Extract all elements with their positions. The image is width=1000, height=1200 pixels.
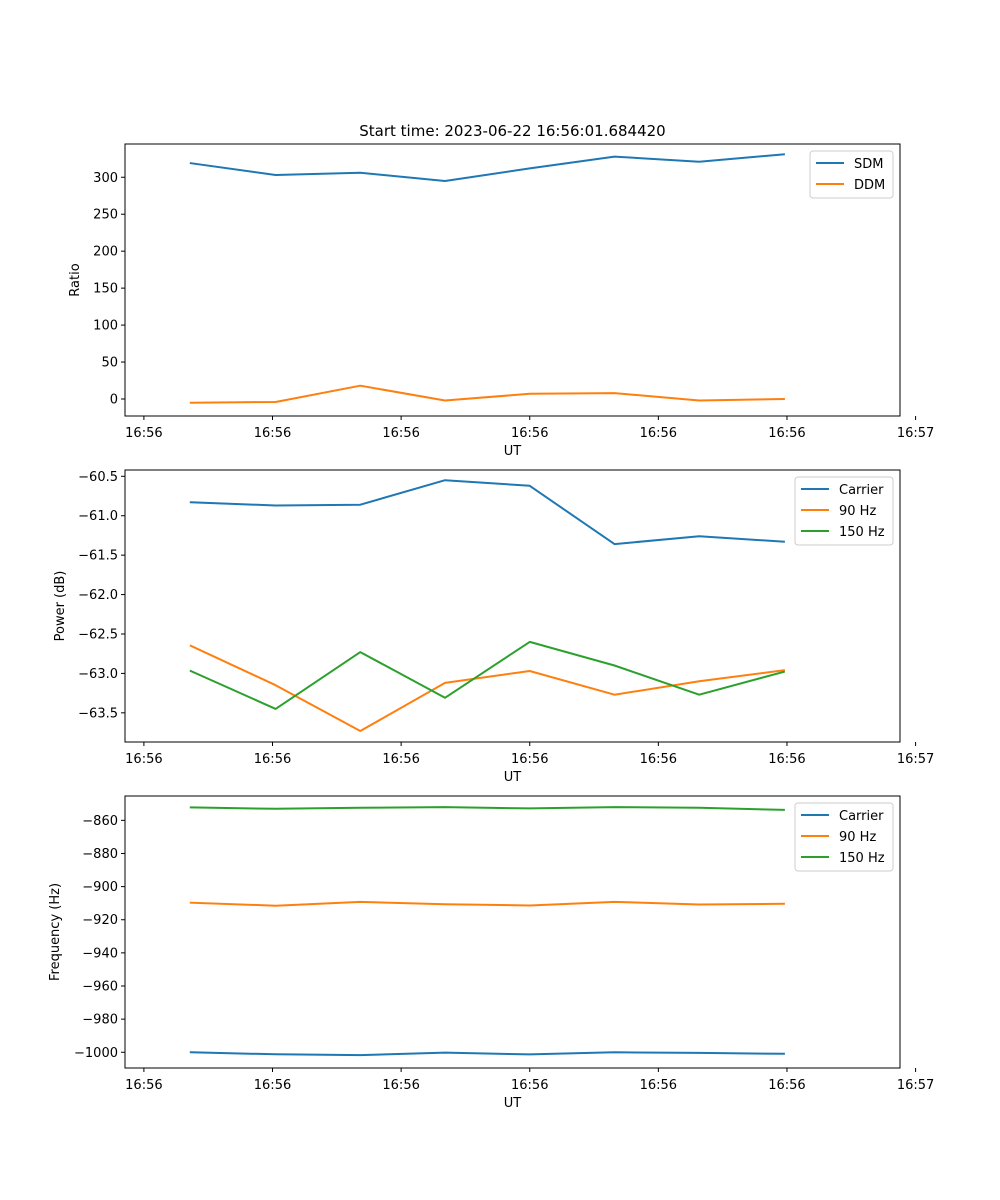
y-tick-label: 100 bbox=[93, 319, 118, 334]
x-tick-label: 16:57 bbox=[897, 752, 934, 767]
y-tick-label: −62.5 bbox=[78, 627, 118, 642]
axes-frame bbox=[124, 469, 901, 743]
y-tick-label: −900 bbox=[82, 880, 118, 895]
x-tick-label: 16:56 bbox=[254, 426, 291, 441]
x-axis-label: UT bbox=[504, 770, 522, 785]
series-line-150-hz bbox=[189, 806, 785, 811]
y-axis-label: Frequency (Hz) bbox=[48, 883, 63, 981]
series-line-90-hz bbox=[189, 900, 785, 907]
y-tick-label: −860 bbox=[82, 814, 118, 829]
legend-box bbox=[794, 476, 894, 546]
x-tick-label: 16:56 bbox=[640, 426, 677, 441]
x-tick-label: 16:56 bbox=[511, 1078, 548, 1093]
panel-ratio: Start time: 2023-06-22 16:56:01.684420 0… bbox=[68, 122, 934, 459]
y-tick-label: 200 bbox=[93, 245, 118, 260]
y-tick-label: 50 bbox=[101, 356, 118, 371]
x-tick-label: 16:56 bbox=[768, 752, 805, 767]
legend-label: SDM bbox=[854, 157, 883, 172]
x-tick-label: 16:56 bbox=[511, 752, 548, 767]
legend-label: 150 Hz bbox=[839, 851, 885, 866]
legend-label: 90 Hz bbox=[839, 504, 876, 519]
y-axis-label: Power (dB) bbox=[53, 571, 68, 642]
x-axis-label: UT bbox=[504, 444, 522, 459]
x-tick-label: 16:56 bbox=[768, 426, 805, 441]
y-tick-label: 150 bbox=[93, 282, 118, 297]
legend-label: 90 Hz bbox=[839, 830, 876, 845]
axes-frame bbox=[124, 795, 901, 1069]
x-tick-label: 16:56 bbox=[125, 426, 162, 441]
legend-label: Carrier bbox=[839, 809, 884, 824]
y-axis-label: Ratio bbox=[68, 263, 83, 296]
y-tick-label: 250 bbox=[93, 208, 118, 223]
y-tick-label: −920 bbox=[82, 913, 118, 928]
x-tick-label: 16:56 bbox=[125, 752, 162, 767]
x-tick-label: 16:56 bbox=[511, 426, 548, 441]
y-tick-label: −63.0 bbox=[78, 667, 118, 682]
series-line-150-hz bbox=[189, 640, 786, 710]
x-tick-label: 16:56 bbox=[382, 426, 419, 441]
series-line-carrier bbox=[189, 1051, 785, 1057]
y-tick-label: −1000 bbox=[74, 1046, 118, 1061]
x-tick-label: 16:56 bbox=[382, 1078, 419, 1093]
x-tick-label: 16:56 bbox=[640, 752, 677, 767]
y-tick-label: −60.5 bbox=[78, 470, 118, 485]
series-line-sdm bbox=[189, 153, 785, 182]
y-tick-label: −61.0 bbox=[78, 509, 118, 524]
legend-label: DDM bbox=[854, 178, 885, 193]
y-tick-label: −980 bbox=[82, 1013, 118, 1028]
y-tick-label: −62.0 bbox=[78, 588, 118, 603]
x-tick-label: 16:57 bbox=[897, 426, 934, 441]
y-tick-label: 300 bbox=[93, 171, 118, 186]
x-axis-label: UT bbox=[504, 1096, 522, 1111]
x-tick-label: 16:57 bbox=[897, 1078, 934, 1093]
x-tick-label: 16:56 bbox=[125, 1078, 162, 1093]
y-tick-label: 0 bbox=[110, 393, 118, 408]
y-tick-label: −61.5 bbox=[78, 549, 118, 564]
y-tick-label: −63.5 bbox=[78, 706, 118, 721]
x-tick-label: 16:56 bbox=[254, 1078, 291, 1093]
axes-frame bbox=[124, 143, 901, 417]
legend-label: Carrier bbox=[839, 483, 884, 498]
x-tick-label: 16:56 bbox=[768, 1078, 805, 1093]
x-tick-label: 16:56 bbox=[640, 1078, 677, 1093]
x-tick-label: 16:56 bbox=[382, 752, 419, 767]
series-line-90-hz bbox=[189, 644, 786, 732]
legend-box bbox=[794, 802, 894, 872]
panel-power: −60.5 −61.0 −61.5 −62.0 −62.5 −63.0 −63.5 16:56… bbox=[53, 469, 934, 785]
y-tick-label: −960 bbox=[82, 980, 118, 995]
chart-title: Start time: 2023-06-22 16:56:01.684420 bbox=[359, 122, 665, 140]
series-line-ddm bbox=[189, 384, 785, 404]
y-tick-label: −880 bbox=[82, 847, 118, 862]
y-tick-label: −940 bbox=[82, 946, 118, 961]
x-tick-label: 16:56 bbox=[254, 752, 291, 767]
legend-label: 150 Hz bbox=[839, 525, 885, 540]
panel-frequency: −860 −880 −900 −920 −940 −960 −980 −1000 16:56 16… bbox=[48, 795, 934, 1111]
series-line-carrier bbox=[189, 479, 785, 546]
